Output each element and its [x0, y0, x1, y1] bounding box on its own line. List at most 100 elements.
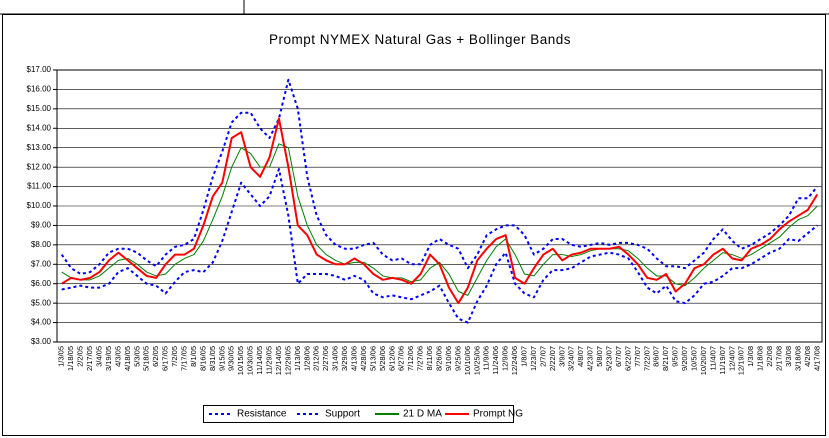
x-tick-label: 4/3/05 [113, 346, 122, 367]
x-tick-label: 8/31/05 [208, 346, 217, 371]
x-tick-label: 11/9/06 [482, 346, 491, 370]
series-line [61, 117, 819, 305]
x-tick-label: 2/2/05 [76, 346, 85, 367]
x-tick-label: 8/21/07 [661, 346, 670, 371]
x-tick-label: 4/17/08 [812, 346, 821, 371]
legend-box [203, 405, 514, 423]
x-tick-label: 7/27/06 [416, 346, 425, 371]
x-tick-label: 8/1/05 [189, 346, 198, 367]
x-tick-label: 1/18/05 [66, 346, 75, 371]
x-tick-label: 12/19/07 [737, 346, 746, 375]
x-tick-label: 11/19/07 [718, 346, 727, 375]
x-tick-label: 3/24/07 [567, 346, 576, 371]
x-tick-label: 11/4/07 [708, 346, 717, 370]
y-tick-label: $3.00 [31, 337, 52, 346]
x-tick-label: 4/28/06 [359, 346, 368, 371]
x-tick-label: 12/14/05 [274, 346, 283, 375]
x-tick-label: 6/2/05 [151, 346, 160, 367]
legend-label: 21 D MA [403, 409, 442, 420]
x-tick-label: 6/27/06 [397, 346, 406, 371]
x-tick-label: 8/26/06 [434, 346, 443, 371]
x-tick-label: 3/3/08 [784, 346, 793, 367]
x-tick-label: 11/14/05 [255, 346, 264, 375]
y-tick-label: $15.00 [27, 104, 52, 113]
chart-title: Prompt NYMEX Natural Gas + Bollinger Ban… [269, 32, 571, 47]
x-tick-label: 1/3/05 [57, 346, 66, 367]
y-tick-label: $9.00 [31, 221, 52, 230]
x-tick-label: 12/29/05 [283, 346, 292, 375]
x-tick-label: 5/8/07 [595, 346, 604, 367]
y-tick-label: $5.00 [31, 298, 52, 307]
x-tick-label: 2/7/07 [538, 346, 547, 367]
y-tick-label: $13.00 [27, 143, 52, 152]
x-tick-label: 3/18/08 [793, 346, 802, 371]
y-tick-label: $10.00 [27, 201, 52, 210]
legend-label: Resistance [237, 409, 287, 420]
x-tick-label: 1/3/08 [746, 346, 755, 367]
x-tick-label: 10/15/05 [236, 346, 245, 375]
x-tick-label: 12/24/06 [510, 346, 519, 375]
x-tick-label: 8/6/07 [652, 346, 661, 367]
x-tick-label: 10/5/07 [689, 346, 698, 371]
x-tick-label: 2/2/08 [765, 346, 774, 367]
series-line [60, 78, 819, 275]
x-tick-label: 4/18/05 [123, 346, 132, 371]
x-tick-label: 1/13/06 [293, 346, 302, 371]
x-tick-label: 4/23/07 [586, 346, 595, 371]
x-tick-label: 1/23/07 [529, 346, 538, 371]
x-tick-label: 9/15/05 [217, 346, 226, 371]
x-tick-label: 6/7/07 [614, 346, 623, 367]
x-tick-label: 8/11/06 [425, 346, 434, 370]
x-tick-label: 9/20/07 [680, 346, 689, 371]
y-tick-label: $17.00 [27, 65, 52, 74]
x-tick-label: 4/2/08 [803, 346, 812, 367]
x-tick-label: 5/18/05 [142, 346, 151, 371]
x-tick-label: 7/12/06 [406, 346, 415, 371]
x-tick-label: 11/24/06 [491, 346, 500, 375]
x-tick-label: 5/13/06 [368, 346, 377, 371]
x-tick-label: 3/29/06 [340, 346, 349, 371]
x-tick-label: 1/18/08 [756, 346, 765, 371]
x-tick-label: 7/7/07 [633, 346, 642, 367]
series-line [61, 168, 818, 324]
x-tick-label: 5/3/05 [132, 346, 141, 367]
y-tick-label: $16.00 [27, 85, 52, 94]
x-tick-label: 1/8/07 [519, 346, 528, 367]
x-tick-label: 9/25/06 [453, 346, 462, 371]
legend-label: Prompt NG [473, 409, 523, 420]
x-tick-label: 4/8/07 [576, 346, 585, 367]
x-tick-label: 6/22/07 [623, 346, 632, 371]
x-tick-label: 10/10/06 [463, 346, 472, 375]
x-tick-label: 9/30/05 [227, 346, 236, 371]
x-tick-label: 4/13/06 [349, 346, 358, 371]
x-tick-label: 9/10/06 [444, 346, 453, 371]
x-tick-label: 2/27/06 [321, 346, 330, 371]
y-tick-label: $11.00 [27, 182, 51, 191]
x-tick-label: 12/4/07 [727, 346, 736, 371]
x-tick-label: 7/2/05 [170, 346, 179, 367]
x-tick-label: 10/30/05 [246, 346, 255, 375]
y-tick-label: $14.00 [27, 123, 52, 132]
x-tick-label: 12/9/06 [501, 346, 510, 371]
x-tick-label: 2/17/05 [85, 346, 94, 371]
chart-frame [2, 14, 826, 436]
x-tick-label: 3/19/05 [104, 346, 113, 371]
y-tick-label: $8.00 [31, 240, 52, 249]
x-tick-label: 10/20/07 [699, 346, 708, 375]
x-tick-label: 7/17/05 [179, 346, 188, 371]
y-tick-label: $12.00 [27, 162, 52, 171]
x-tick-label: 5/28/06 [378, 346, 387, 371]
y-tick-label: $7.00 [31, 259, 52, 268]
x-tick-label: 2/22/07 [548, 346, 557, 371]
x-tick-label: 2/12/06 [312, 346, 321, 371]
legend-label: Support [325, 409, 360, 420]
x-tick-label: 6/17/05 [161, 346, 170, 371]
x-tick-label: 2/17/08 [774, 346, 783, 371]
x-tick-label: 3/4/05 [94, 346, 103, 367]
x-tick-label: 6/12/06 [387, 346, 396, 371]
x-tick-label: 10/25/06 [472, 346, 481, 375]
series-line [61, 143, 818, 296]
y-tick-label: $6.00 [31, 279, 52, 288]
x-tick-label: 3/14/06 [331, 346, 340, 371]
